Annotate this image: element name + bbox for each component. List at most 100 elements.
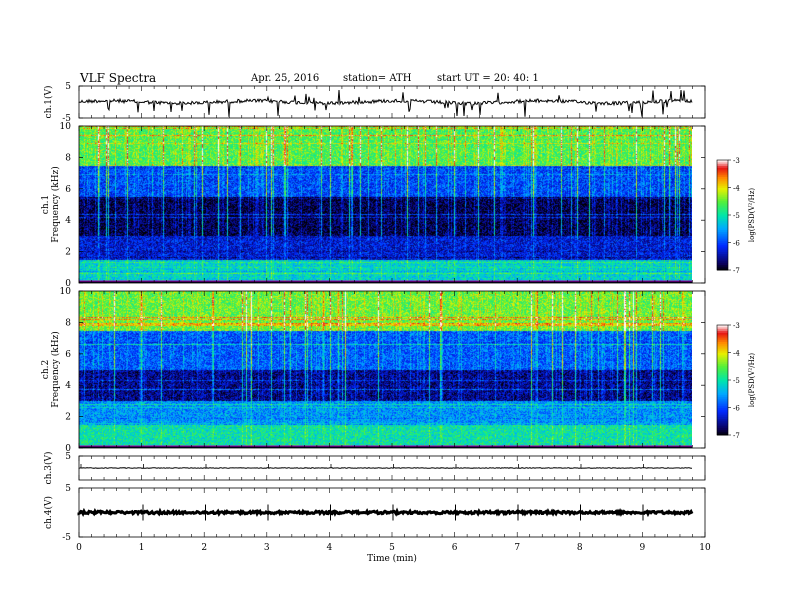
x-tick-label: 2 — [201, 543, 207, 553]
x-axis-label: Time (min) — [367, 553, 417, 564]
colorbar-swatch — [717, 345, 728, 348]
colorbar-swatch — [717, 218, 728, 221]
colorbar-swatch — [717, 266, 728, 269]
channel-label: ch.1 — [41, 195, 51, 214]
panel-ch-4-v: ch.4(V) 5 -5 — [43, 484, 706, 543]
waveform-trace — [78, 467, 693, 469]
colorbar-swatch — [717, 222, 728, 225]
colorbar-swatch — [717, 215, 728, 218]
colorbar-swatch — [717, 339, 728, 342]
colorbar-swatch — [717, 328, 728, 331]
colorbar-swatch — [717, 180, 728, 183]
start-time-label: start UT = 20: 40: 1 — [437, 73, 539, 84]
colorbar-swatch — [717, 358, 728, 361]
colorbar-swatch — [717, 237, 728, 240]
colorbar-swatch — [717, 372, 728, 375]
colorbar-swatch — [717, 394, 728, 397]
colorbar-swatch — [717, 407, 728, 410]
colorbar-swatch — [717, 325, 728, 328]
colorbar-swatch — [717, 326, 728, 330]
y-axis-label: Frequency (kHz) — [50, 166, 61, 243]
station-label: station= ATH — [343, 73, 412, 84]
colorbar-swatch — [717, 198, 728, 201]
colorbar-swatch — [717, 240, 728, 243]
colorbar-swatch — [717, 176, 728, 179]
colorbar-swatch — [717, 350, 728, 353]
colorbar-swatch — [717, 398, 728, 401]
colorbar-swatch — [717, 172, 728, 176]
colorbar-swatch — [717, 392, 728, 396]
y-tick-label: 8 — [65, 153, 71, 163]
panel-ch-1-v: ch.1(V) 5 -5 — [43, 82, 706, 124]
colorbar-swatch — [717, 202, 728, 205]
colorbar-swatch — [717, 400, 728, 403]
y-tick-label: 10 — [60, 122, 72, 132]
colorbar-swatch — [717, 169, 728, 172]
colorbar-swatch — [717, 387, 728, 390]
y-tick-label: -5 — [62, 533, 71, 543]
colorbar-swatch — [717, 259, 728, 262]
colorbar-swatch — [717, 431, 728, 434]
colorbar: -3 -4 -5 -6 -7 log(PSD(V²/Hz) — [716, 157, 756, 275]
y-tick-label: 2 — [65, 248, 71, 258]
y-tick-label: 6 — [65, 185, 71, 195]
colorbar-swatch — [717, 227, 728, 231]
colorbar-swatch — [717, 365, 728, 368]
colorbar-tick-label: -5 — [733, 377, 740, 385]
colorbar-label: log(PSD(V²/Hz) — [748, 188, 756, 243]
y-tick-label: 5 — [65, 452, 71, 462]
channel-label: ch.1(V) — [43, 86, 54, 119]
colorbar-swatch — [717, 429, 728, 432]
colorbar-swatch — [717, 374, 728, 377]
colorbar-tick-label: -3 — [733, 157, 740, 165]
colorbar-swatch — [717, 226, 728, 229]
colorbar-swatch — [717, 205, 728, 209]
panel-ch-1: -3 -4 -5 -6 -7 log(PSD(V²/Hz) ch.1 Frequency (k… — [41, 122, 756, 289]
colorbar-swatch — [717, 427, 728, 430]
y-tick-label: 5 — [65, 82, 71, 92]
colorbar-swatch — [717, 416, 728, 419]
colorbar-swatch — [717, 361, 728, 364]
colorbar-swatch — [717, 253, 728, 256]
colorbar-swatch — [717, 187, 728, 190]
x-tick-label: 10 — [699, 543, 711, 553]
y-tick-label: 4 — [65, 216, 71, 226]
colorbar-swatch — [717, 359, 728, 363]
colorbar-swatch — [717, 420, 728, 423]
colorbar-swatch — [717, 354, 728, 357]
y-tick-label: 4 — [65, 381, 71, 391]
colorbar-swatch — [717, 233, 728, 236]
colorbar-swatch — [717, 191, 728, 194]
colorbar-swatch — [717, 264, 728, 267]
colorbar-swatch — [717, 213, 728, 216]
colorbar-swatch — [717, 167, 728, 170]
colorbar-swatch — [717, 402, 728, 405]
colorbar-swatch — [717, 231, 728, 234]
x-tick-label: 4 — [327, 543, 333, 553]
colorbar-swatch — [717, 194, 728, 198]
colorbar-tick-label: -4 — [733, 350, 740, 358]
colorbar-swatch — [717, 352, 728, 355]
colorbar-swatch — [717, 255, 728, 258]
colorbar-swatch — [717, 171, 728, 174]
colorbar-swatch — [717, 220, 728, 223]
y-axis-label: Frequency (kHz) — [50, 331, 61, 408]
colorbar-swatch — [717, 391, 728, 394]
colorbar-swatch — [717, 249, 728, 253]
colorbar-swatch — [717, 209, 728, 212]
colorbar-swatch — [717, 411, 728, 414]
colorbar-swatch — [717, 405, 728, 408]
waveform-trace — [77, 507, 694, 518]
colorbar-swatch — [717, 348, 728, 352]
colorbar-swatch — [717, 182, 728, 185]
colorbar-tick-label: -6 — [733, 240, 740, 248]
colorbar-tick-label: -6 — [733, 405, 740, 413]
colorbar-swatch — [717, 161, 728, 165]
channel-label: ch.3(V) — [43, 452, 54, 485]
colorbar-swatch — [717, 262, 728, 265]
colorbar-swatch — [717, 376, 728, 379]
waveform-trace — [78, 89, 693, 117]
colorbar-swatch — [717, 330, 728, 333]
colorbar-swatch — [717, 189, 728, 192]
